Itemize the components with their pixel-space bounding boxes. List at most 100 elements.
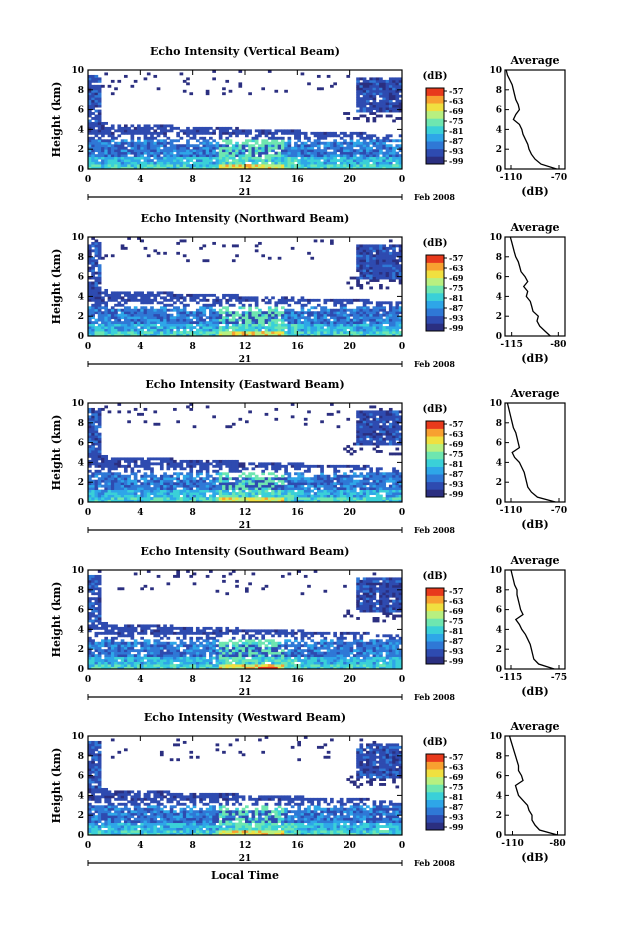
heatmap-cell: [362, 269, 367, 273]
heatmap-cell: [153, 161, 158, 165]
heatmap-cell: [146, 293, 151, 297]
heatmap-cell: [369, 440, 373, 444]
heatmap-cell: [114, 308, 118, 312]
heatmap-cell: [326, 159, 331, 162]
heatmap-cell: [395, 269, 400, 273]
heatmap-cell: [343, 499, 347, 503]
heatmap-cell: [140, 487, 144, 491]
heatmap-cell: [271, 328, 275, 332]
heatmap-cell: [137, 149, 141, 153]
heatmap-cell: [372, 279, 377, 282]
heatmap-cell: [362, 266, 367, 270]
heatmap-cell: [166, 154, 171, 158]
heatmap-cell: [231, 164, 236, 167]
heatmap-cell: [307, 487, 311, 491]
heatmap-cell: [146, 479, 151, 483]
heatmap-cell: [385, 266, 390, 270]
heatmap-cell: [352, 484, 357, 488]
heatmap-cell: [336, 301, 341, 305]
heatmap-cell: [133, 494, 138, 498]
heatmap-cell: [362, 489, 367, 493]
heatmap-cell: [258, 316, 262, 320]
heatmap-cell: [382, 412, 387, 416]
heatmap-cell: [326, 326, 331, 329]
heatmap-cell: [277, 499, 282, 503]
heatmap-cell: [192, 154, 197, 158]
heatmap-cell: [336, 298, 341, 302]
heatmap-cell: [212, 459, 216, 463]
heatmap-cell: [88, 251, 92, 255]
heatmap-cell: [182, 497, 187, 500]
heatmap-cell: [349, 139, 354, 143]
heatmap-cell: [195, 487, 200, 491]
heatmap-cell: [300, 331, 305, 334]
heatmap-cell: [169, 161, 174, 165]
heatmap-cell: [143, 306, 148, 310]
heatmap-cell: [166, 149, 171, 153]
heatmap-cell: [330, 159, 334, 162]
heatmap-cell: [366, 244, 370, 248]
heatmap-cell: [372, 249, 377, 253]
heatmap-cell: [182, 254, 187, 258]
heatmap-cell: [169, 166, 174, 170]
heatmap-cell: [97, 112, 102, 115]
heatmap-cell: [94, 432, 99, 436]
heatmap-cell: [303, 146, 308, 150]
heatmap-cell: [156, 311, 161, 315]
heatmap-cell: [372, 264, 377, 268]
heatmap-cell: [369, 328, 373, 332]
heatmap-cell: [166, 303, 171, 307]
heatmap-cell: [94, 156, 99, 160]
heatmap-cell: [382, 99, 387, 103]
heatmap-cell: [104, 464, 109, 468]
heatmap-cell: [130, 318, 135, 322]
heatmap-cell: [91, 494, 95, 498]
heatmap-cell: [166, 499, 171, 503]
heatmap-cell: [156, 131, 161, 135]
heatmap-cell: [209, 166, 213, 170]
heatmap-cell: [159, 331, 164, 334]
heatmap-cell: [303, 477, 308, 481]
heatmap-cell: [104, 164, 109, 167]
heatmap-cell: [323, 479, 328, 483]
heatmap-cell: [225, 499, 230, 503]
heatmap-cell: [382, 472, 387, 476]
heatmap-cell: [258, 151, 262, 155]
heatmap-cell: [176, 420, 180, 424]
heatmap-cell: [366, 102, 370, 106]
heatmap-cell: [222, 326, 226, 329]
heatmap-cell: [212, 469, 216, 473]
heatmap-cell: [313, 321, 318, 325]
heatmap-cell: [114, 87, 118, 91]
heatmap-cell: [398, 306, 403, 310]
heatmap-cell: [248, 313, 252, 317]
heatmap-cell: [228, 464, 233, 468]
heatmap-cell: [313, 298, 318, 302]
heatmap-cell: [366, 432, 370, 436]
heatmap-cell: [114, 482, 118, 486]
heatmap-cell: [88, 313, 92, 317]
heatmap-cell: [330, 497, 334, 500]
heatmap-cell: [231, 492, 236, 495]
heatmap-cell: [261, 492, 266, 495]
heatmap-cell: [398, 482, 403, 486]
heatmap-cell: [372, 151, 377, 155]
heatmap-cell: [284, 333, 288, 337]
heatmap-cell: [186, 487, 190, 491]
heatmap-cell: [372, 482, 377, 486]
heatmap-cell: [385, 415, 390, 419]
heatmap-cell: [120, 298, 125, 302]
heatmap-cell: [166, 462, 171, 466]
heatmap-cell: [169, 457, 174, 461]
heatmap-cell: [379, 306, 383, 310]
heatmap-cell: [326, 494, 331, 498]
heatmap-cell: [235, 331, 239, 334]
heatmap-cell: [346, 149, 351, 153]
heatmap-cell: [392, 87, 396, 91]
heatmap-cell: [231, 146, 236, 150]
heatmap-cell: [369, 154, 373, 158]
heatmap-cell: [114, 164, 118, 167]
heatmap-cell: [222, 489, 226, 493]
heatmap-cell: [241, 321, 246, 325]
heatmap-cell: [245, 328, 249, 332]
